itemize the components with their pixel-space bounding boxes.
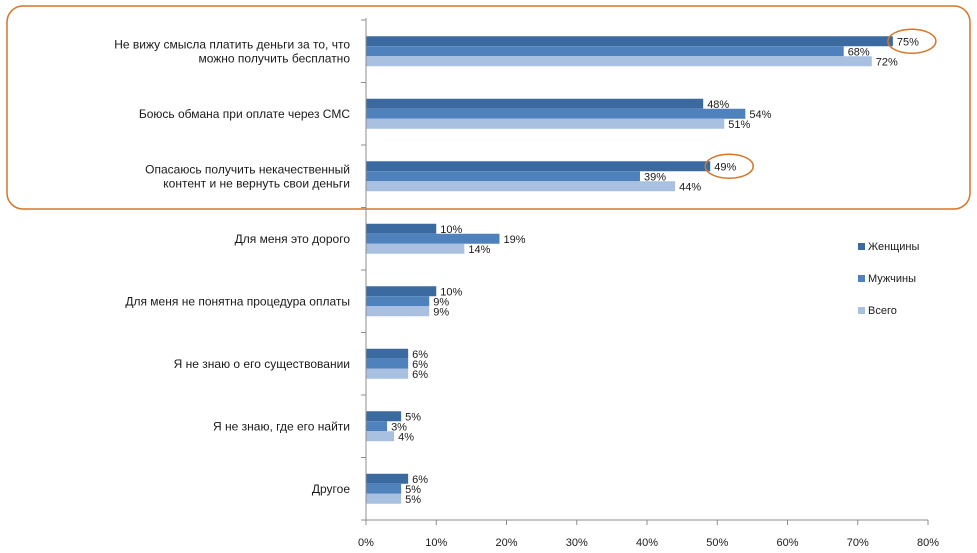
bar	[366, 296, 430, 307]
bar	[366, 493, 402, 504]
bar	[366, 348, 409, 359]
data-label: 6%	[412, 359, 428, 371]
highlight-box	[6, 5, 971, 210]
category-label: Я не знаю, где его найти	[213, 419, 350, 433]
bar	[366, 233, 500, 244]
bar	[366, 98, 704, 109]
data-label: 6%	[412, 474, 428, 486]
x-tick-label: 70%	[847, 537, 869, 549]
category-label: контент и не вернуть свои деньги	[163, 176, 350, 190]
legend-label: Женщины	[868, 241, 919, 253]
data-label: 68%	[848, 46, 870, 58]
data-label: 39%	[644, 171, 666, 183]
data-label: 19%	[503, 234, 525, 246]
bar	[366, 118, 725, 129]
legend-label: Всего	[868, 305, 897, 317]
bar	[366, 358, 409, 369]
x-tick-label: 60%	[776, 537, 798, 549]
data-label: 6%	[412, 369, 428, 381]
data-label: 10%	[440, 224, 462, 236]
data-label: 5%	[405, 494, 421, 506]
bar	[366, 36, 893, 47]
data-label: 48%	[707, 99, 729, 111]
category-label: Для меня это дорого	[235, 232, 351, 246]
data-label: 5%	[405, 411, 421, 423]
bar	[366, 421, 388, 432]
bar	[366, 243, 465, 254]
bar	[366, 223, 437, 234]
x-tick-label: 50%	[706, 537, 728, 549]
data-label: 54%	[749, 109, 771, 121]
bar	[366, 46, 844, 57]
category-label: Опасаюсь получить некачественный	[145, 162, 350, 176]
data-label: 9%	[433, 296, 449, 308]
x-tick-label: 10%	[425, 537, 447, 549]
bar	[366, 108, 746, 119]
x-tick-label: 30%	[566, 537, 588, 549]
category-label: Другое	[312, 482, 350, 496]
data-label: 4%	[398, 431, 414, 443]
category-label: Не вижу смысла платить деньги за то, что	[114, 37, 350, 51]
legend-swatch	[858, 243, 865, 250]
category-label: Боюсь обмана при оплате через СМС	[139, 107, 351, 121]
bar	[366, 473, 409, 484]
bar	[366, 368, 409, 379]
bar	[366, 161, 711, 172]
data-label: 44%	[679, 181, 701, 193]
x-tick-label: 40%	[636, 537, 658, 549]
bar	[366, 483, 402, 494]
data-label: 14%	[468, 244, 490, 256]
x-tick-label: 20%	[495, 537, 517, 549]
data-label: 10%	[440, 286, 462, 298]
category-label: можно получить бесплатно	[198, 51, 350, 65]
data-label: 5%	[405, 484, 421, 496]
data-label: 75%	[897, 36, 919, 48]
bar	[366, 181, 676, 192]
bar	[366, 171, 640, 182]
x-tick-label: 0%	[358, 537, 374, 549]
data-label: 49%	[714, 161, 736, 173]
legend-swatch	[858, 307, 865, 314]
bar	[366, 306, 430, 317]
data-label: 6%	[412, 349, 428, 361]
highlight-circle	[887, 28, 937, 54]
bar	[366, 286, 437, 297]
bar	[366, 431, 395, 442]
data-label: 9%	[433, 306, 449, 318]
legend-label: Мужчины	[868, 273, 916, 285]
category-label: Для меня не понятна процедура оплаты	[125, 294, 350, 308]
highlight-circle	[704, 153, 754, 179]
bar	[366, 411, 402, 422]
bar	[366, 56, 872, 67]
x-tick-label: 80%	[917, 537, 939, 549]
data-label: 51%	[728, 119, 750, 131]
data-label: 72%	[876, 56, 898, 68]
legend-swatch	[858, 275, 865, 282]
data-label: 3%	[391, 421, 407, 433]
category-label: Я не знаю о его существовании	[174, 357, 350, 371]
